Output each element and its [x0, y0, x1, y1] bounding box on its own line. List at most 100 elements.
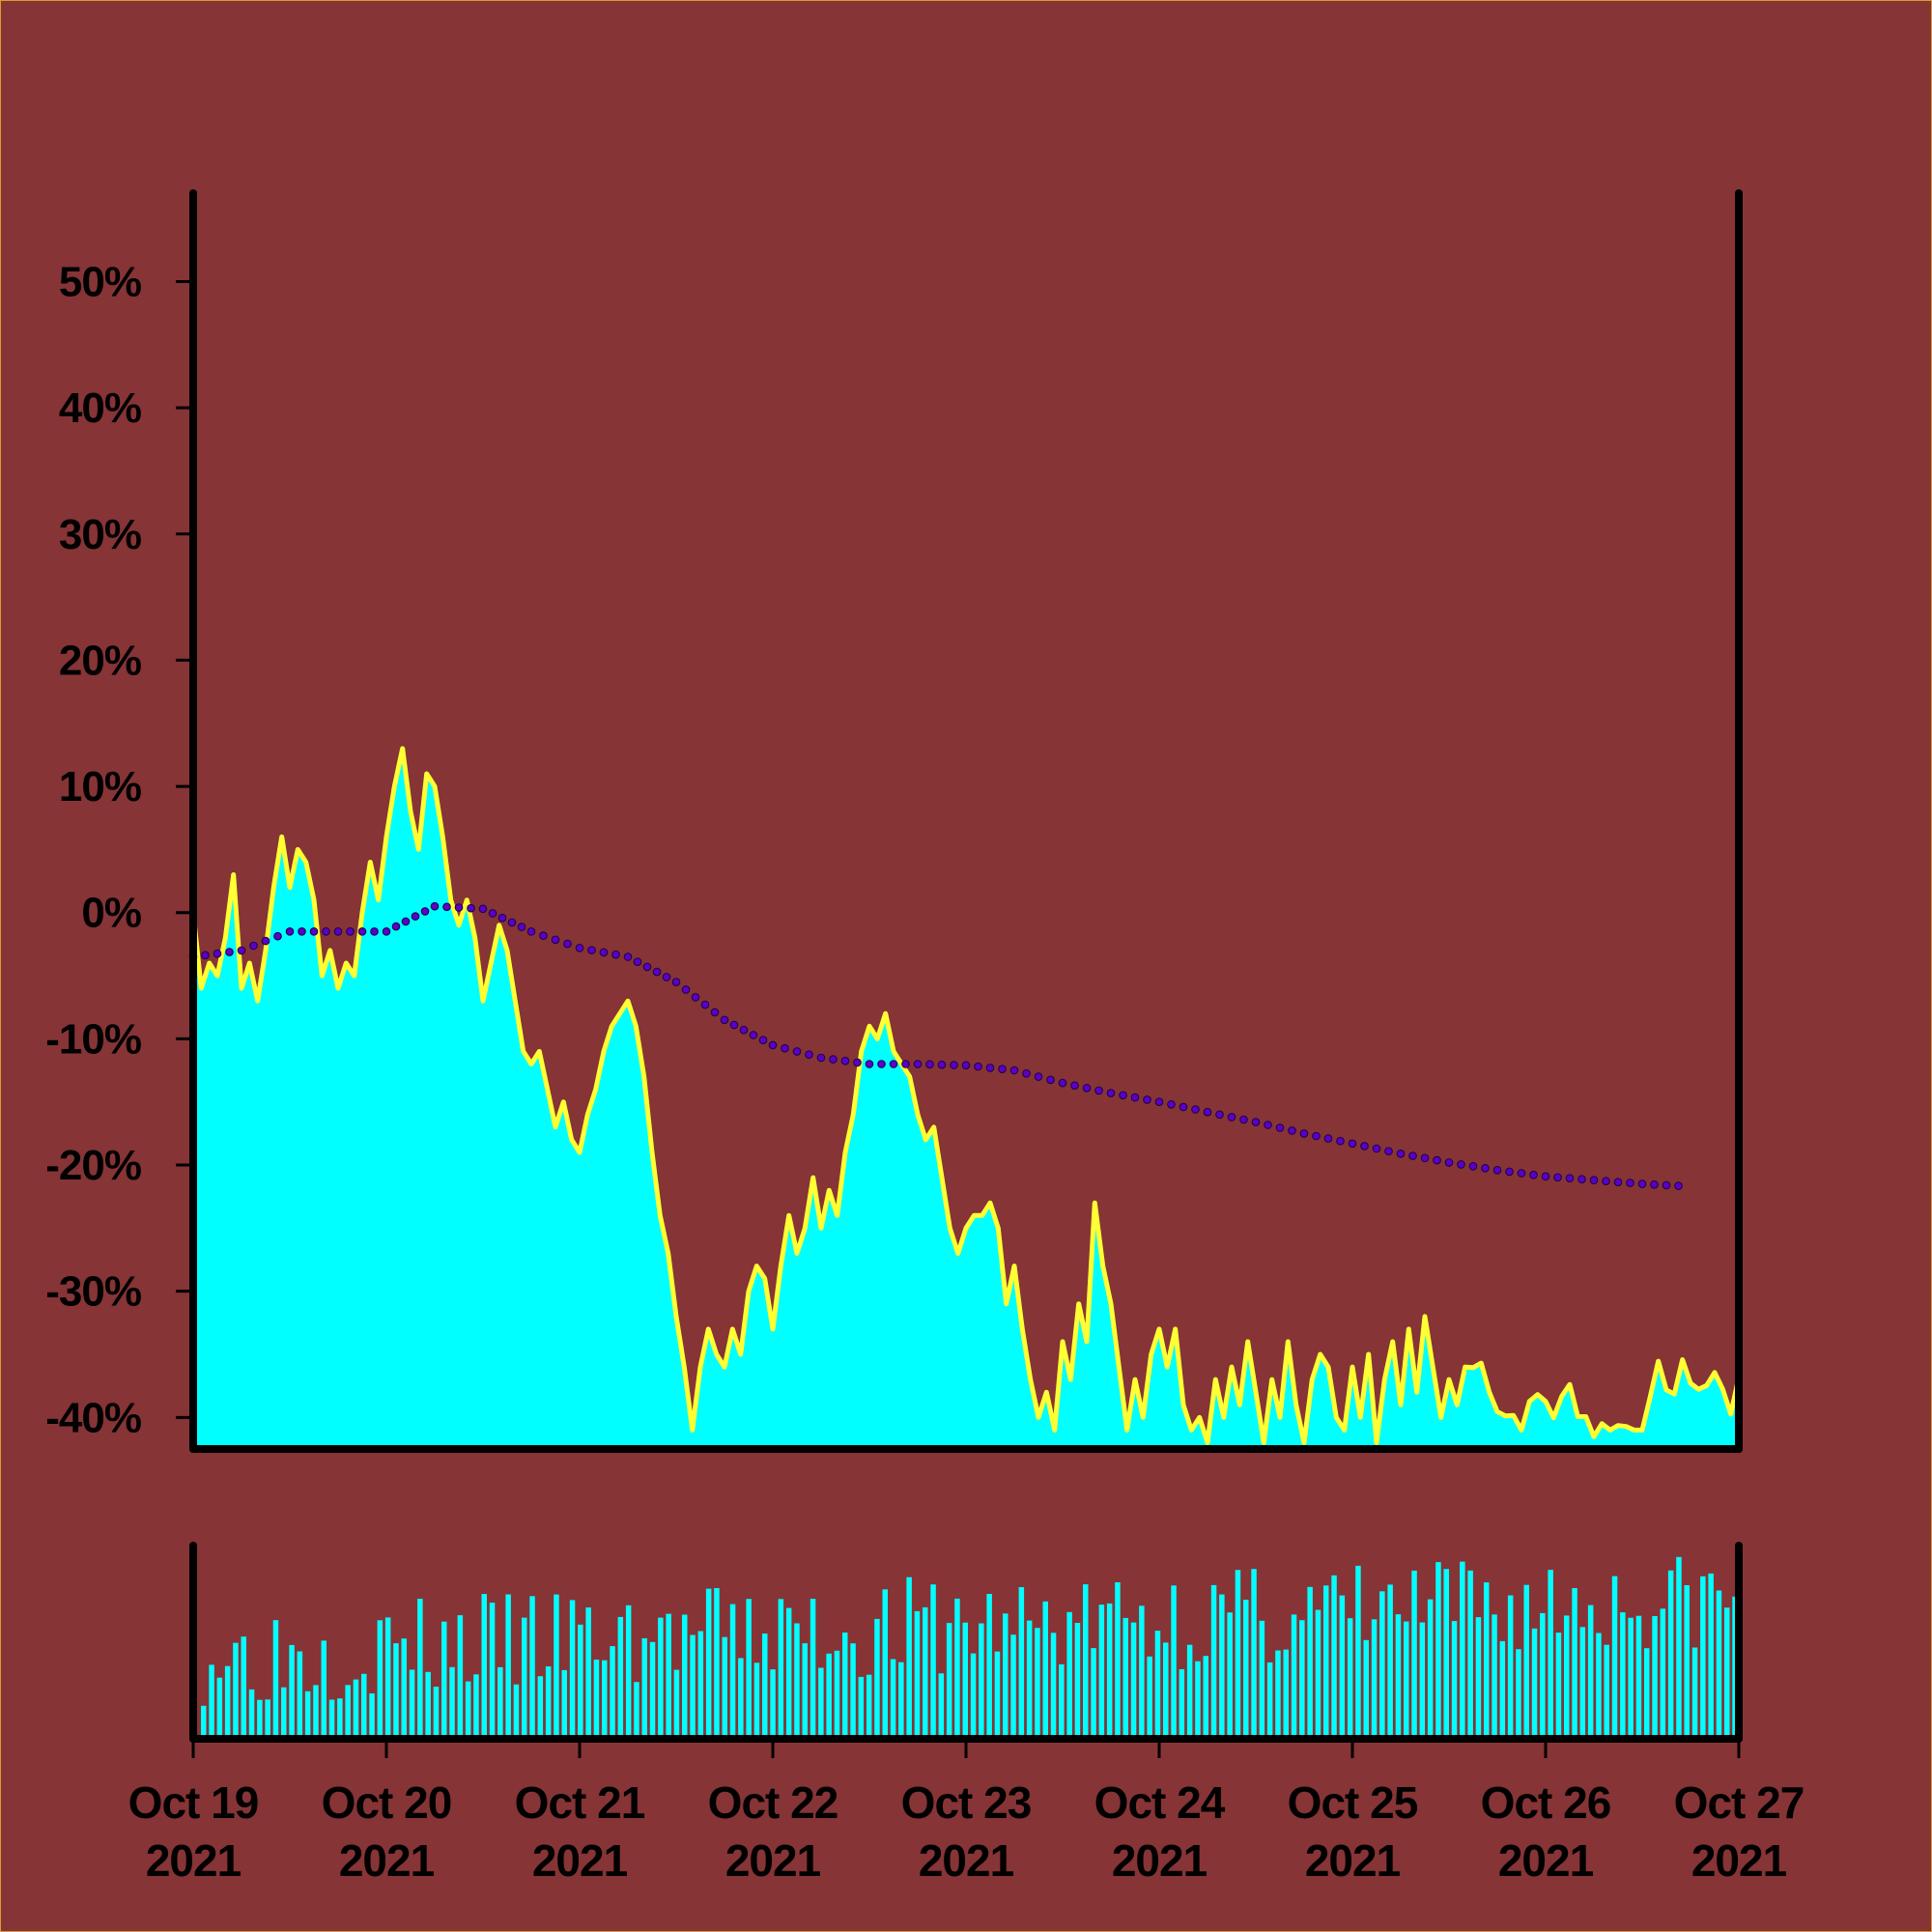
- trend-dot: [1323, 1134, 1333, 1143]
- trend-dot: [681, 985, 691, 994]
- trend-dot: [1565, 1174, 1575, 1182]
- volume-bar: [409, 1669, 415, 1739]
- trend-dot: [539, 931, 548, 940]
- trend-dot: [739, 1025, 749, 1035]
- trend-dot: [1191, 1105, 1200, 1114]
- volume-bar: [666, 1613, 671, 1739]
- volume-bar: [1596, 1633, 1602, 1739]
- trend-dot: [225, 948, 234, 956]
- volume-bar: [738, 1658, 744, 1739]
- trend-dot: [1613, 1178, 1623, 1186]
- volume-bar: [634, 1682, 639, 1739]
- volume-bar: [1644, 1648, 1650, 1739]
- x-tick-year-label: 2021: [1691, 1835, 1787, 1886]
- x-tick-label: Oct 24: [1094, 1777, 1226, 1828]
- trend-dot: [420, 907, 430, 916]
- volume-bar: [625, 1605, 632, 1739]
- volume-bar: [1171, 1585, 1177, 1739]
- trend-dot: [1082, 1084, 1092, 1093]
- volume-bar: [1355, 1565, 1361, 1739]
- volume-bar: [923, 1606, 928, 1739]
- volume-bar: [770, 1669, 776, 1739]
- volume-bar: [505, 1594, 511, 1739]
- volume-bar: [690, 1634, 696, 1739]
- price-area-fill: [193, 748, 1739, 1449]
- trend-dot: [1396, 1150, 1406, 1158]
- volume-bar: [850, 1643, 856, 1739]
- trend-dot: [478, 904, 488, 914]
- volume-bar: [561, 1669, 567, 1739]
- trend-dot: [1517, 1169, 1526, 1178]
- trend-dot: [587, 946, 596, 954]
- volume-bar: [898, 1662, 904, 1739]
- volume-bar: [1404, 1621, 1409, 1739]
- volume-bar: [1516, 1649, 1521, 1739]
- trend-dot: [1541, 1172, 1550, 1181]
- trend-dot: [430, 901, 440, 911]
- trend-dot: [961, 1061, 971, 1070]
- x-tick-year-label: 2021: [1498, 1835, 1594, 1886]
- trend-dot: [1119, 1091, 1127, 1100]
- volume-bar: [1299, 1620, 1305, 1739]
- volume-bar: [1026, 1620, 1033, 1739]
- trend-dot: [623, 952, 633, 961]
- volume-bar: [882, 1589, 888, 1739]
- trend-dot: [488, 909, 497, 918]
- trend-dot: [497, 913, 507, 923]
- volume-bar: [578, 1624, 583, 1739]
- volume-bar: [1611, 1576, 1618, 1739]
- trend-dot: [1662, 1180, 1671, 1190]
- trend-dot: [1034, 1072, 1043, 1081]
- trend-dot: [1637, 1179, 1647, 1188]
- trend-dot: [1626, 1179, 1634, 1187]
- volume-bar: [1283, 1649, 1289, 1739]
- volume-bar: [1154, 1631, 1161, 1739]
- volume-bar: [1243, 1600, 1249, 1739]
- volume-bar: [874, 1618, 880, 1739]
- volume-bar: [906, 1577, 912, 1739]
- trend-dot: [411, 912, 420, 921]
- volume-bar: [1074, 1623, 1081, 1739]
- volume-bar: [1098, 1605, 1105, 1739]
- trend-dot: [840, 1056, 850, 1065]
- volume-bar: [1467, 1570, 1473, 1739]
- trend-dot: [507, 918, 517, 927]
- volume-bar: [384, 1617, 391, 1739]
- y-tick-label: 30%: [59, 511, 141, 558]
- trend-dot: [1529, 1170, 1538, 1179]
- volume-bar: [1315, 1609, 1321, 1739]
- volume-bar: [1691, 1647, 1698, 1739]
- x-tick-label: Oct 19: [128, 1777, 259, 1828]
- volume-bar: [1003, 1613, 1009, 1739]
- x-axis-ticks: Oct 19 2021 Oct 20 2021 Oct 21 2021 Oct 22 2021…: [128, 1739, 1804, 1886]
- volume-bar: [1379, 1591, 1385, 1739]
- trend-dot: [1420, 1153, 1430, 1163]
- volume-bar: [473, 1674, 479, 1739]
- trend-dot: [642, 962, 652, 972]
- x-tick-year-label: 2021: [1305, 1835, 1401, 1886]
- volume-bar: [216, 1677, 223, 1739]
- volume-bar: [1130, 1622, 1137, 1739]
- volume-bar: [970, 1653, 977, 1739]
- volume-bar: [1339, 1595, 1346, 1739]
- volume-bar: [818, 1667, 824, 1739]
- trend-dot: [1457, 1160, 1465, 1169]
- volume-bar: [465, 1681, 471, 1739]
- trend-dot: [1348, 1139, 1357, 1149]
- trend-dot: [382, 927, 391, 936]
- volume-bar: [1363, 1639, 1369, 1739]
- volume-bar: [746, 1599, 752, 1739]
- volume-bar: [1427, 1599, 1434, 1739]
- volume-bar: [1708, 1573, 1714, 1739]
- volume-bar: [914, 1610, 921, 1739]
- volume-bar: [1059, 1663, 1065, 1739]
- volume-bar: [946, 1623, 952, 1739]
- volume-bar: [1499, 1640, 1506, 1739]
- trend-dot: [1312, 1131, 1321, 1141]
- trend-dot: [950, 1061, 958, 1069]
- volume-bar: [1083, 1584, 1089, 1739]
- volume-bar: [649, 1641, 656, 1739]
- volume-bar: [1147, 1656, 1152, 1739]
- volume-bar: [1139, 1605, 1145, 1739]
